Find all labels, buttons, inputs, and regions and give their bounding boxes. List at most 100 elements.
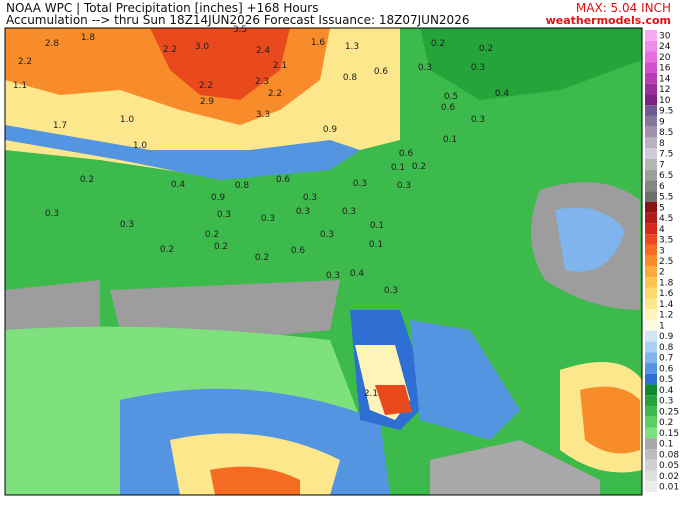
map-value-label: 0.2 [80, 175, 94, 185]
legend-label: 6.5 [659, 171, 673, 181]
legend-label: 0.01 [659, 483, 679, 493]
legend-swatch [645, 373, 657, 385]
legend-swatch [645, 395, 657, 407]
map-value-label: 0.2 [431, 39, 445, 49]
legend-swatch [645, 363, 657, 374]
legend-label: 0.02 [659, 472, 679, 482]
map-value-label: 0.3 [471, 63, 485, 73]
map-value-label: 1.8 [81, 33, 96, 43]
legend-label: 1.6 [659, 289, 674, 299]
subtitle: Accumulation --> thru Sun 18Z14JUN2026 F… [6, 13, 469, 27]
legend-swatch [645, 169, 657, 181]
legend-swatch [645, 320, 657, 331]
legend-label: 0.9 [659, 332, 674, 342]
map-value-label: 2.1 [364, 389, 378, 399]
legend-swatch [645, 72, 657, 84]
map-value-label: 2.3 [255, 77, 269, 87]
legend-swatch [645, 277, 657, 288]
legend-swatch [645, 449, 657, 460]
map-value-label: 0.2 [255, 253, 269, 263]
legend-swatch [645, 298, 657, 310]
map-value-label: 0.2 [205, 230, 219, 240]
map-value-label: 0.2 [214, 242, 228, 252]
legend-swatch [645, 126, 657, 138]
map-value-label: 2.9 [200, 97, 215, 107]
legend-label: 4.5 [659, 214, 673, 224]
map-value-label: 3.5 [233, 25, 247, 35]
legend-swatch [645, 105, 657, 116]
legend-swatch [645, 427, 657, 439]
legend-label: 9.5 [659, 107, 673, 117]
legend-label: 24 [659, 42, 671, 52]
legend-label: 0.25 [659, 407, 679, 417]
legend-label: 4 [659, 225, 665, 235]
legend-label: 0.08 [659, 450, 679, 460]
map-value-label: 0.3 [471, 115, 485, 125]
legend-swatch [645, 470, 657, 482]
map-value-label: 0.3 [320, 230, 334, 240]
legend-label: 0.7 [659, 354, 673, 364]
legend-label: 3 [659, 246, 665, 256]
legend-label: 10 [659, 96, 671, 106]
map-value-label: 2.2 [18, 57, 32, 67]
legend-swatch [645, 309, 657, 321]
map-value-label: 2.4 [256, 46, 271, 56]
legend-label: 2 [659, 268, 665, 278]
site: weathermodels.com [546, 14, 671, 27]
map-value-label: 0.8 [235, 181, 250, 191]
map-value-label: 0.3 [45, 209, 59, 219]
legend-swatch [645, 406, 657, 417]
legend-label: 5 [659, 203, 665, 213]
legend-label: 12 [659, 85, 670, 95]
legend-label: 0.3 [659, 397, 673, 407]
legend-label: 7.5 [659, 150, 673, 160]
legend-swatch [645, 191, 657, 202]
legend-swatch [645, 51, 657, 63]
map-value-label: 1.6 [311, 38, 326, 48]
legend-label: 0.8 [659, 343, 674, 353]
legend-swatch [645, 158, 657, 170]
legend-swatch [645, 30, 657, 41]
legend-swatch [645, 148, 657, 159]
map-value-label: 0.9 [211, 193, 226, 203]
map-value-label: 0.1 [391, 163, 405, 173]
legend-swatch [645, 83, 657, 95]
legend-label: 8.5 [659, 128, 673, 138]
legend-swatch [645, 212, 657, 224]
map-value-label: 1.0 [120, 115, 135, 125]
legend-swatch [645, 341, 657, 353]
map-value-label: 1.3 [345, 42, 359, 52]
map-value-label: 0.2 [160, 245, 174, 255]
legend-swatch [645, 62, 657, 73]
legend-swatch [645, 481, 657, 492]
legend-label: 0.5 [659, 375, 673, 385]
map-value-label: 0.2 [479, 44, 493, 54]
map-value-label: 0.4 [171, 180, 186, 190]
legend-label: 0.6 [659, 364, 674, 374]
legend-swatch [645, 255, 657, 267]
map-value-label: 2.2 [163, 45, 177, 55]
map-value-label: 3.0 [195, 42, 210, 52]
map-value-label: 2.2 [199, 81, 213, 91]
legend-label: 1.4 [659, 300, 674, 310]
legend-swatch [645, 244, 657, 256]
map-value-label: 0.3 [326, 271, 340, 281]
map-value-label: 0.3 [120, 220, 134, 230]
map-value-label: 0.3 [217, 210, 231, 220]
legend-label: 20 [659, 53, 671, 63]
legend-label: 0.15 [659, 429, 679, 439]
map-value-label: 0.3 [342, 207, 356, 217]
legend-label: 8 [659, 139, 665, 149]
legend-label: 5.5 [659, 193, 673, 203]
map-value-label: 2.2 [268, 89, 282, 99]
max-value: MAX: 5.04 INCH [576, 1, 671, 15]
map-value-label: 0.3 [353, 179, 367, 189]
map-value-label: 0.3 [418, 63, 432, 73]
map-value-label: 0.4 [495, 89, 510, 99]
legend: 302420161412109.598.587.576.565.554.543.… [645, 30, 679, 493]
map-value-label: 0.6 [276, 175, 291, 185]
legend-swatch [645, 416, 657, 428]
map [4, 27, 643, 496]
legend-label: 9 [659, 117, 665, 127]
map-labels: 3.52.81.82.2 3.0 2.41.6 1.3 0.2 0.22.2 2.1 0.3 0… [13, 25, 510, 399]
